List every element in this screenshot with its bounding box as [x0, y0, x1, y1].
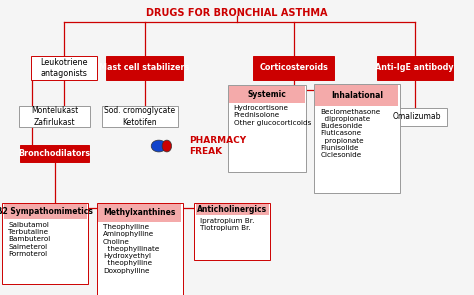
FancyBboxPatch shape: [19, 106, 90, 127]
FancyBboxPatch shape: [106, 56, 182, 80]
FancyBboxPatch shape: [376, 56, 453, 80]
Text: Methylxanthines: Methylxanthines: [104, 208, 176, 217]
FancyBboxPatch shape: [387, 108, 447, 126]
Text: β2 Sympathomimetics: β2 Sympathomimetics: [0, 207, 93, 216]
Text: Mast cell stabilizers: Mast cell stabilizers: [100, 63, 190, 72]
Text: Salbutamol
Terbutaline
Bambuterol
Salmeterol
Formoterol: Salbutamol Terbutaline Bambuterol Salmet…: [9, 222, 51, 257]
Text: Bronchodilators: Bronchodilators: [18, 149, 91, 158]
FancyBboxPatch shape: [194, 204, 270, 260]
Ellipse shape: [162, 140, 172, 152]
FancyBboxPatch shape: [195, 204, 269, 215]
Text: Sod. cromoglycate
Ketotifen: Sod. cromoglycate Ketotifen: [104, 106, 175, 127]
Text: Anti-IgE antibody: Anti-IgE antibody: [375, 63, 454, 72]
Text: Omalizumab: Omalizumab: [393, 112, 441, 121]
Text: Corticosteroids: Corticosteroids: [259, 63, 328, 72]
FancyBboxPatch shape: [253, 56, 334, 80]
FancyBboxPatch shape: [2, 203, 88, 284]
FancyBboxPatch shape: [314, 84, 400, 194]
FancyBboxPatch shape: [20, 145, 89, 162]
Text: Ipratropium Br.
Tiotropium Br.: Ipratropium Br. Tiotropium Br.: [200, 218, 255, 231]
Ellipse shape: [151, 140, 166, 152]
Text: Hydrocortisone
Prednisolone
Other glucocorticoids: Hydrocortisone Prednisolone Other glucoc…: [234, 105, 311, 125]
FancyBboxPatch shape: [98, 204, 181, 222]
Text: Anticholinergics: Anticholinergics: [197, 205, 267, 214]
FancyBboxPatch shape: [97, 203, 182, 295]
FancyBboxPatch shape: [4, 204, 86, 219]
Text: DRUGS FOR BRONCHIAL ASTHMA: DRUGS FOR BRONCHIAL ASTHMA: [146, 8, 328, 18]
FancyBboxPatch shape: [228, 85, 306, 172]
Text: PHARMACY
FREAK: PHARMACY FREAK: [189, 136, 246, 156]
FancyBboxPatch shape: [316, 85, 398, 106]
FancyBboxPatch shape: [101, 106, 178, 127]
FancyBboxPatch shape: [30, 56, 98, 80]
Text: Theophylline
Aminophylline
Choline
  theophyllinate
Hydroxyethyl
  theophylline
: Theophylline Aminophylline Choline theop…: [103, 224, 159, 274]
Text: Inhalational: Inhalational: [331, 91, 383, 100]
Text: Beclomethasone
  dipropionate
Budesonide
Fluticasone
  propionate
Flunisolide
Ci: Beclomethasone dipropionate Budesonide F…: [320, 109, 381, 158]
Text: Systemic: Systemic: [247, 90, 286, 99]
Text: Montelukast
Zafirlukast: Montelukast Zafirlukast: [31, 106, 78, 127]
Text: Leukotriene
antagonists: Leukotriene antagonists: [40, 58, 88, 78]
FancyBboxPatch shape: [229, 86, 305, 103]
